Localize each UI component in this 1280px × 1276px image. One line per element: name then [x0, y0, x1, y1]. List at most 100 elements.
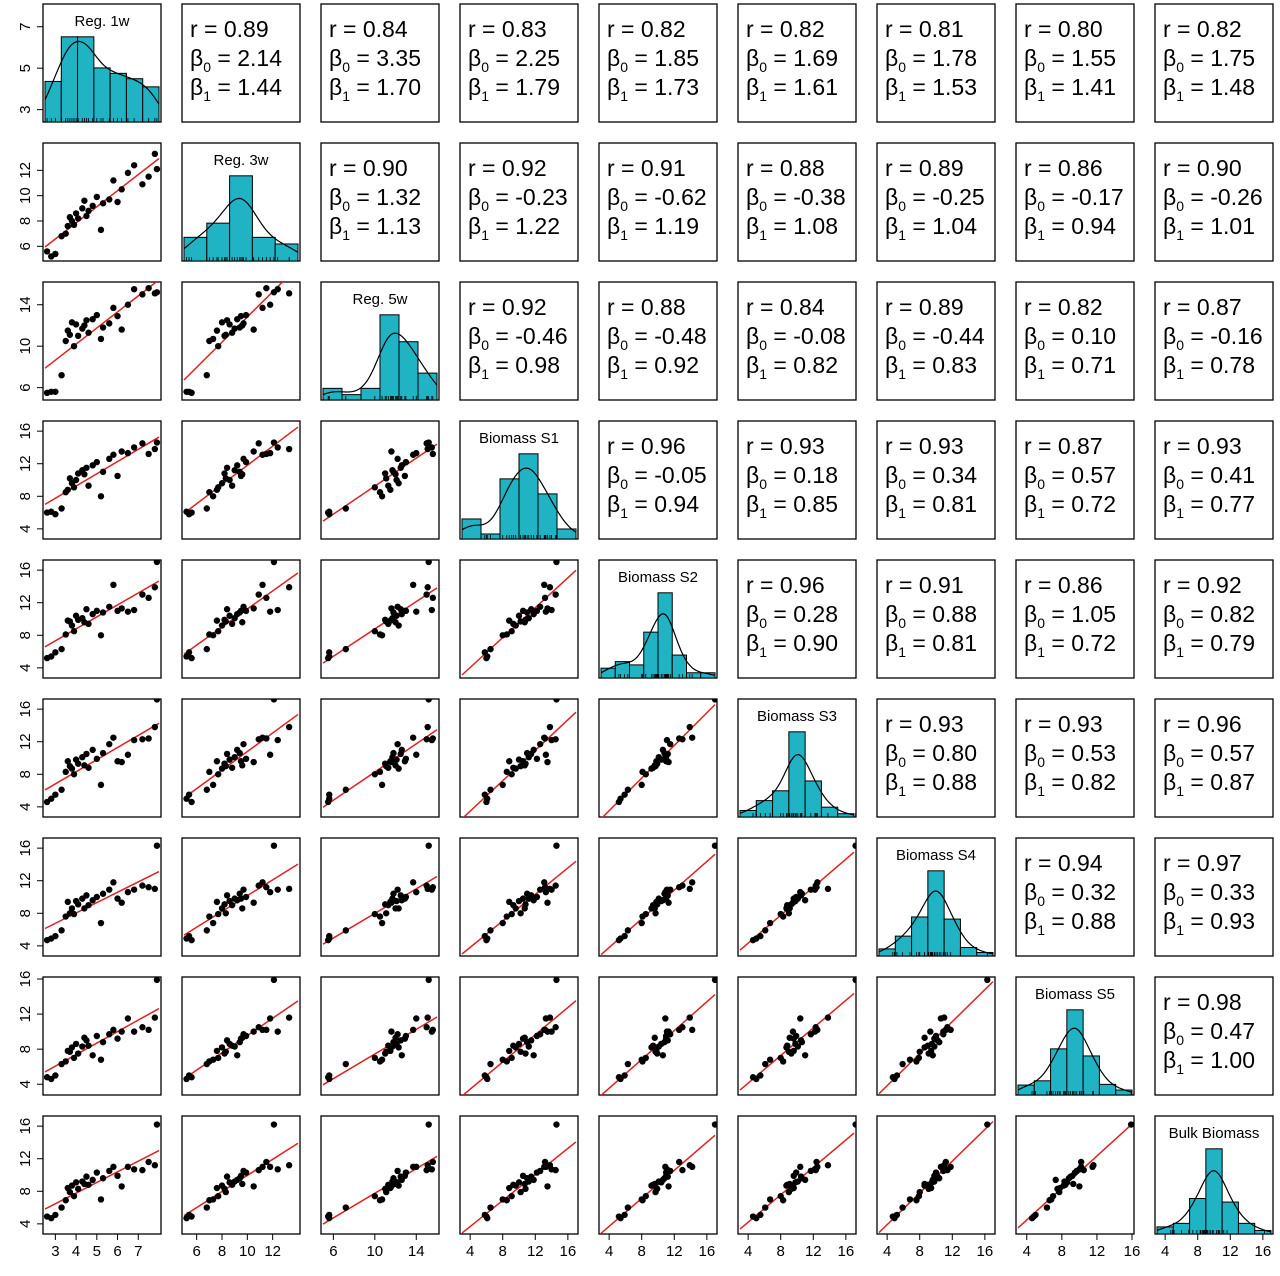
data-point — [85, 329, 92, 336]
data-point — [409, 734, 417, 741]
data-point — [499, 632, 506, 639]
histogram-bar — [657, 592, 673, 679]
data-point — [546, 584, 554, 591]
data-point — [342, 505, 349, 512]
data-point — [481, 1211, 488, 1219]
beta1-label: β1 = 1.00 — [1163, 1047, 1255, 1077]
beta1-label: β1 = 0.78 — [1163, 352, 1255, 382]
data-point — [203, 927, 210, 934]
data-point — [649, 1181, 657, 1188]
panel-8-3 — [459, 1115, 579, 1235]
data-point — [83, 750, 90, 758]
data-point — [70, 342, 78, 350]
data-point — [72, 1179, 80, 1186]
data-point — [824, 1014, 832, 1021]
data-point — [409, 1026, 417, 1034]
x-tick-label: 4 — [744, 1243, 752, 1260]
data-point — [99, 1175, 107, 1182]
data-point — [97, 919, 105, 927]
data-point — [237, 312, 245, 320]
panel-frame — [598, 3, 718, 123]
regression-line — [44, 870, 160, 930]
data-point — [52, 388, 59, 395]
data-point — [506, 1047, 513, 1055]
data-point — [118, 326, 125, 333]
panel-8-4 — [598, 1115, 718, 1235]
histogram-bar — [251, 236, 276, 262]
data-point — [762, 1060, 769, 1068]
data-point — [266, 301, 274, 308]
beta1-label: β1 = 1.13 — [329, 213, 421, 243]
data-point — [652, 910, 659, 917]
panel-frame — [459, 1115, 579, 1235]
data-point — [546, 1162, 554, 1169]
panel-frame — [1154, 420, 1274, 540]
data-point — [285, 885, 293, 893]
beta1-label: β1 = 1.44 — [190, 74, 282, 104]
density-curve — [183, 197, 299, 253]
data-point — [326, 932, 333, 940]
y-tick-label: 6 — [17, 242, 34, 250]
data-point — [240, 455, 247, 463]
data-point — [906, 1056, 914, 1063]
data-point — [401, 607, 409, 615]
data-point — [371, 771, 379, 778]
data-point — [393, 476, 400, 484]
data-point — [789, 1028, 797, 1035]
data-point — [553, 977, 560, 984]
data-point — [425, 1121, 432, 1128]
beta1-label: β1 = 1.70 — [329, 74, 421, 104]
data-point — [106, 603, 113, 610]
x-tick-label: 14 — [408, 1243, 425, 1260]
density-curve — [1017, 1027, 1133, 1093]
x-tick-label: 6 — [192, 1243, 200, 1260]
y-tick-label: 4 — [17, 525, 34, 533]
data-point — [423, 1166, 430, 1174]
data-point — [118, 448, 125, 455]
regression-line — [322, 587, 438, 664]
regression-line — [322, 1155, 438, 1225]
data-point — [223, 892, 231, 899]
data-point — [203, 786, 210, 793]
data-point — [659, 1052, 667, 1059]
beta1-label: β1 = 0.94 — [1024, 213, 1116, 243]
x-tick-label: 6 — [113, 1243, 121, 1260]
data-point — [413, 888, 420, 896]
data-point — [548, 606, 555, 614]
beta0-label: β0 = 1.69 — [746, 45, 838, 75]
data-point — [499, 1056, 506, 1063]
data-point — [72, 1040, 80, 1048]
panel-7-1 — [181, 976, 301, 1096]
x-tick-label: 4 — [466, 1243, 474, 1260]
variable-name: Biomass S4 — [896, 847, 976, 864]
panel-frame — [598, 420, 718, 540]
data-point — [936, 1038, 943, 1046]
data-point — [519, 607, 527, 615]
panel-frame — [737, 837, 857, 957]
data-point — [203, 372, 210, 379]
beta1-label: β1 = 0.82 — [746, 352, 838, 382]
data-point — [85, 1042, 92, 1049]
data-point — [342, 1204, 349, 1211]
data-point — [79, 1043, 86, 1050]
data-point — [790, 1035, 797, 1042]
x-tick-label: 12 — [1222, 1243, 1239, 1260]
density-curve — [461, 467, 577, 533]
histogram-bar — [1033, 1080, 1052, 1096]
data-point — [536, 1031, 544, 1038]
data-point — [285, 584, 293, 591]
data-point — [114, 472, 121, 480]
data-point — [242, 311, 250, 319]
y-tick-label: 12 — [17, 455, 34, 472]
panel-2-1 — [181, 281, 301, 401]
data-point — [79, 205, 86, 212]
panel-4-4: Biomass S2 — [598, 559, 718, 679]
